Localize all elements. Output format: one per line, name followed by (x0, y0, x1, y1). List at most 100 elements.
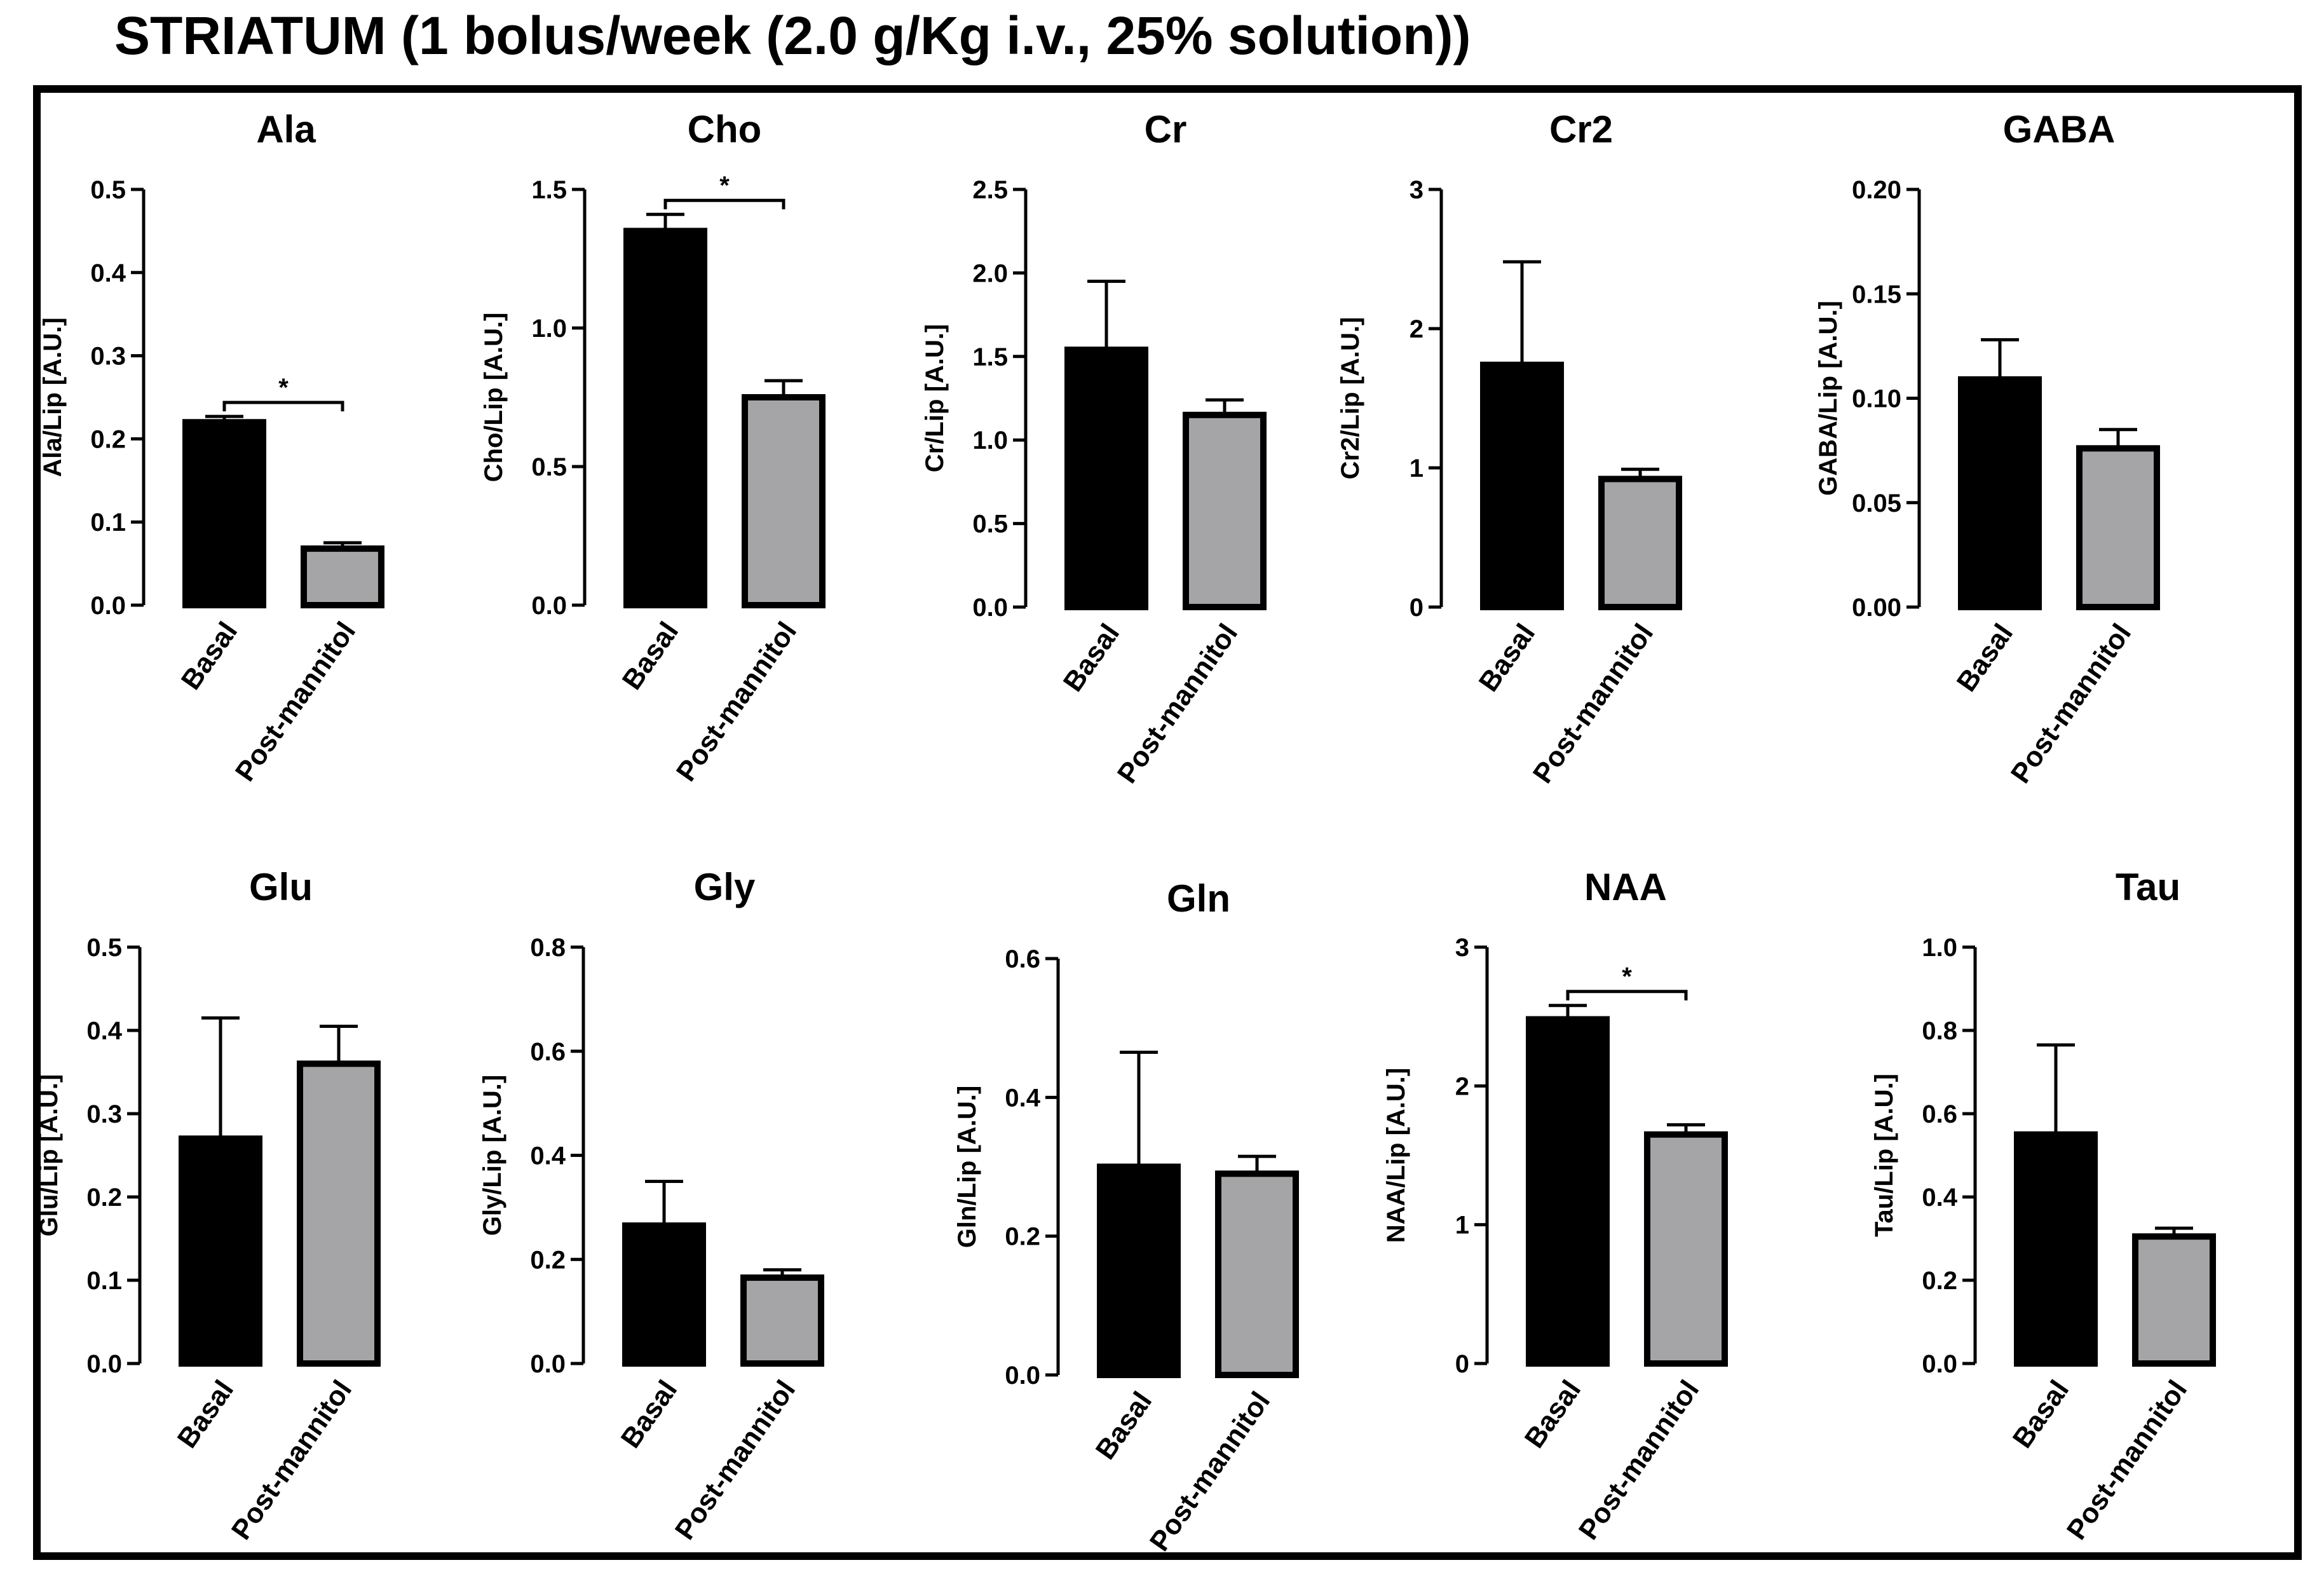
y-axis-label: Glu/Lip [A.U.] (35, 1074, 63, 1237)
y-tick-label: 0.5 (86, 934, 122, 962)
y-tick-label: 0.3 (90, 343, 126, 371)
y-tick-label: 0.15 (1852, 280, 1901, 308)
significance-marker: * (719, 172, 730, 200)
y-tick-label: 0.2 (90, 425, 126, 453)
y-tick-label: 1.5 (531, 176, 567, 204)
x-category-label: Basal (172, 1375, 240, 1454)
bar-post-mannitol (1215, 1170, 1299, 1378)
bar-basal (1526, 1016, 1610, 1367)
x-category-label: Post-mannitol (2005, 619, 2137, 789)
y-tick-label: 0.0 (1005, 1362, 1040, 1390)
chart-title: Glu (249, 866, 313, 908)
y-tick-label: 0.10 (1852, 385, 1901, 413)
x-category-label: Post-mannitol (669, 1375, 801, 1545)
bar-basal (1097, 1163, 1181, 1378)
y-tick-label: 0 (1455, 1350, 1469, 1378)
y-tick-label: 1.0 (531, 315, 567, 343)
y-tick-label: 0.3 (86, 1100, 122, 1128)
bar-post-mannitol (2132, 1233, 2216, 1367)
chart-panel-gaba: GABA 0.00 0.05 0.10 0.15 0.20 GABA/Lip [A.U.] B… (1814, 108, 2160, 789)
significance-bracket (663, 198, 785, 210)
chart-title: Gln (1167, 877, 1230, 920)
significance-marker: * (1622, 963, 1632, 991)
y-tick-label: 0.6 (530, 1038, 566, 1066)
significance-bracket (1566, 990, 1688, 1001)
y-tick-label: 2 (1455, 1072, 1469, 1100)
bar-post-mannitol (2076, 445, 2160, 611)
y-tick-label: 0.6 (1922, 1100, 1957, 1128)
y-tick-label: 0.4 (1922, 1184, 1957, 1212)
chart-title: Ala (256, 108, 316, 151)
y-tick-label: 0.00 (1852, 594, 1901, 622)
x-category-label: Post-mannitol (1144, 1386, 1276, 1557)
y-tick-label: 0.8 (530, 934, 566, 962)
bar-basal (2014, 1131, 2098, 1367)
significance-marker: * (278, 374, 289, 402)
x-category-label: Post-mannitol (2061, 1375, 2193, 1545)
bar-post-mannitol (1644, 1131, 1728, 1367)
chart-panel-cr: Cr 0.0 0.5 1.0 1.5 2.0 2.5 Cr/Lip [A.U.] BasalPo… (921, 108, 1267, 789)
bar-basal (1480, 361, 1564, 610)
y-tick-label: 0.0 (531, 592, 567, 620)
y-axis-label: Cho/Lip [A.U.] (480, 313, 508, 482)
y-tick-label: 0.4 (86, 1017, 122, 1045)
y-tick-label: 3 (1410, 176, 1424, 204)
bar-post-mannitol (297, 1060, 381, 1367)
x-category-label: Basal (1090, 1386, 1158, 1465)
y-tick-label: 0.8 (1922, 1017, 1957, 1045)
chart-title: Cho (688, 108, 762, 151)
y-axis-label: NAA/Lip [A.U.] (1382, 1068, 1410, 1243)
y-tick-label: 3 (1455, 934, 1469, 962)
chart-panel-cho: Cho 0.0 0.5 1.0 1.5 Cho/Lip [A.U.] BasalPost-m… (480, 108, 826, 787)
bar-post-mannitol (301, 545, 384, 609)
bar-post-mannitol (1598, 475, 1682, 611)
x-category-label: Post-mannitol (229, 617, 362, 787)
y-tick-label: 0.1 (90, 509, 126, 537)
y-tick-label: 0.0 (1922, 1350, 1957, 1378)
x-category-label: Post-mannitol (226, 1375, 358, 1545)
x-category-label: Basal (1519, 1375, 1587, 1454)
chart-title: Cr2 (1549, 108, 1613, 151)
y-tick-label: 0.6 (1005, 945, 1040, 973)
y-tick-label: 0.2 (1005, 1223, 1040, 1251)
y-tick-label: 0.4 (90, 259, 126, 287)
y-tick-label: 0.2 (1922, 1267, 1957, 1295)
chart-panel-gly: Gly 0.0 0.2 0.4 0.6 0.8 Gly/Lip [A.U.] BasalPos… (479, 866, 824, 1545)
bar-basal (1958, 376, 2042, 610)
y-tick-label: 0.2 (86, 1184, 122, 1212)
y-tick-label: 0.4 (530, 1142, 566, 1170)
bar-post-mannitol (740, 1274, 824, 1367)
y-tick-label: 0.5 (972, 510, 1008, 538)
bar-post-mannitol (742, 394, 826, 608)
significance-bracket (222, 400, 344, 412)
bar-post-mannitol (1183, 411, 1267, 611)
y-axis-label: Cr/Lip [A.U.] (921, 324, 949, 472)
bar-basal (623, 228, 707, 608)
x-category-label: Post-mannitol (1573, 1375, 1705, 1545)
y-tick-label: 0.5 (531, 453, 567, 481)
y-tick-label: 0.4 (1005, 1084, 1040, 1112)
x-category-label: Basal (2007, 1375, 2075, 1454)
y-axis-label: Tau/Lip [A.U.] (1870, 1074, 1898, 1237)
chart-title: Tau (2116, 866, 2180, 908)
y-tick-label: 0.1 (86, 1267, 122, 1295)
y-tick-label: 0.0 (972, 594, 1008, 622)
y-axis-label: Cr2/Lip [A.U.] (1336, 317, 1364, 480)
y-tick-label: 1.5 (972, 343, 1008, 371)
y-tick-label: 1.0 (972, 427, 1008, 455)
y-tick-label: 0.2 (530, 1246, 566, 1274)
y-axis-label: Gln/Lip [A.U.] (953, 1086, 981, 1248)
y-tick-label: 0.20 (1852, 176, 1901, 204)
y-axis-label: GABA/Lip [A.U.] (1814, 301, 1842, 496)
bar-basal (179, 1135, 262, 1367)
x-category-label: Basal (1473, 619, 1541, 697)
y-tick-label: 0.05 (1852, 489, 1901, 517)
y-tick-label: 2.0 (972, 259, 1008, 287)
x-category-label: Post-mannitol (1111, 619, 1244, 789)
chart-panel-tau: Tau 0.0 0.2 0.4 0.6 0.8 1.0 Tau/Lip [A.U.] Basal… (1870, 866, 2216, 1545)
x-category-label: Basal (615, 1375, 683, 1454)
chart-title: Gly (694, 866, 756, 908)
y-tick-label: 0.0 (90, 592, 126, 620)
chart-panel-glu: Glu 0.0 0.1 0.2 0.3 0.4 0.5 Glu/Lip [A.U.] Basal… (35, 866, 381, 1545)
